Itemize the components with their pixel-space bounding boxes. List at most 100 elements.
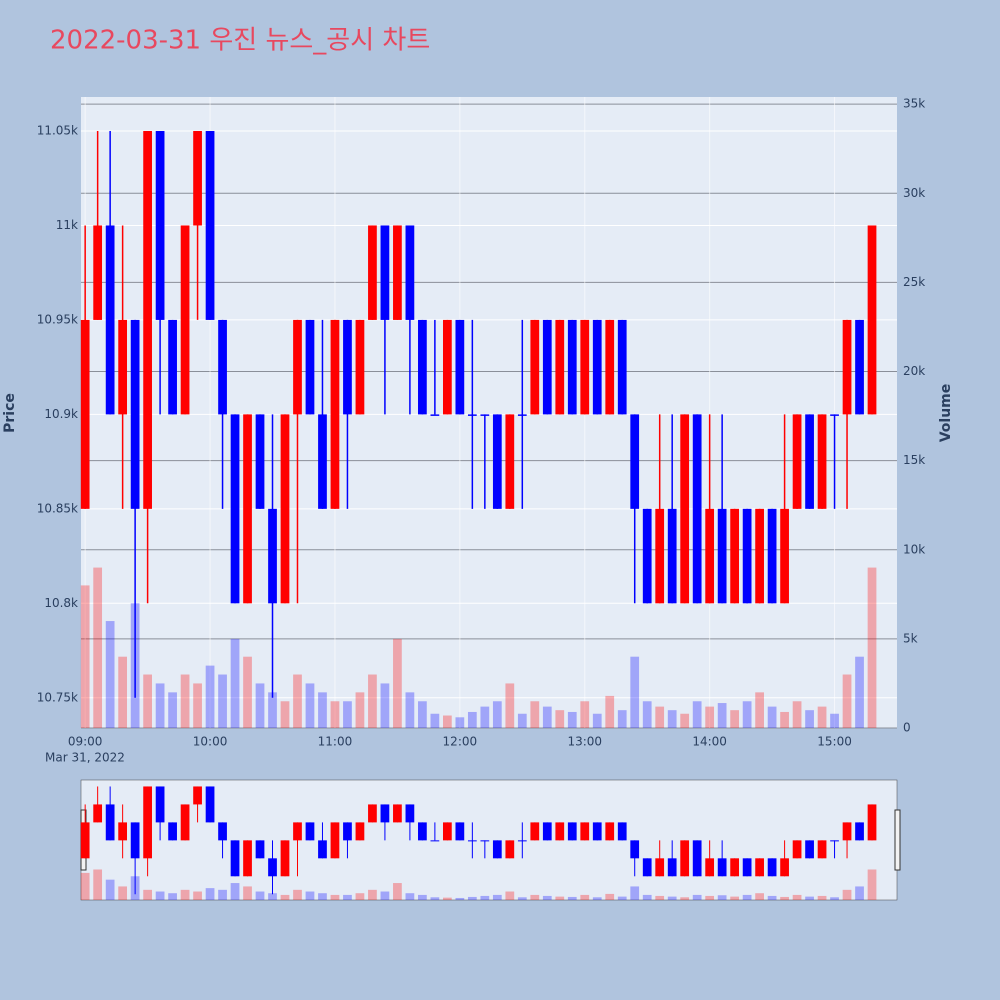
volume-bar bbox=[405, 692, 415, 728]
slider-candle-body bbox=[118, 822, 128, 841]
slider-volume-bar bbox=[180, 889, 190, 900]
slider-volume-bar bbox=[705, 895, 715, 900]
volume-bar bbox=[542, 706, 552, 728]
candle-body bbox=[418, 319, 427, 415]
slider-volume-bar bbox=[580, 894, 590, 900]
volume-bar bbox=[455, 717, 465, 728]
candle-body bbox=[255, 414, 265, 509]
candle-body bbox=[842, 319, 852, 415]
volume-bar bbox=[867, 567, 877, 728]
slider-candle-body bbox=[243, 840, 252, 877]
slider-volume-bar bbox=[655, 895, 665, 900]
slider-volume-bar bbox=[530, 894, 540, 900]
slider-candle-body bbox=[330, 822, 340, 859]
volume-bar bbox=[268, 692, 277, 728]
volume-bar bbox=[80, 585, 90, 728]
slider-candle-body bbox=[592, 822, 602, 841]
slider-volume-bar bbox=[642, 894, 652, 900]
candle-body bbox=[730, 508, 740, 604]
volume-bar bbox=[143, 674, 152, 728]
slider-candle-body bbox=[180, 804, 190, 841]
slider-volume-bar bbox=[830, 897, 839, 900]
slider-handle-right[interactable] bbox=[894, 809, 901, 871]
y2-tick-label: 5k bbox=[903, 631, 918, 645]
volume-bar bbox=[630, 656, 640, 728]
volume-bar bbox=[742, 701, 752, 728]
y-tick-label: 10.9k bbox=[44, 407, 78, 421]
slider-volume-bar bbox=[780, 896, 789, 900]
volume-bar bbox=[855, 656, 864, 728]
candle-body bbox=[755, 508, 764, 604]
candle-body bbox=[280, 414, 290, 604]
slider-candle-body bbox=[480, 840, 490, 842]
slider-volume-bar bbox=[742, 894, 752, 900]
slider-volume-bar bbox=[155, 891, 165, 900]
slider-candle-body bbox=[805, 840, 814, 859]
volume-bar bbox=[555, 710, 565, 728]
y2-tick-label: 10k bbox=[903, 542, 925, 556]
candle-body bbox=[80, 319, 90, 509]
volume-bar bbox=[293, 674, 302, 728]
candle-body bbox=[393, 225, 402, 320]
candle-body bbox=[230, 414, 240, 604]
slider-candle-body bbox=[193, 786, 202, 805]
slider-volume-bar bbox=[442, 897, 452, 900]
slider-candle-body bbox=[555, 822, 565, 841]
slider-volume-bar bbox=[393, 883, 402, 900]
x-tick-label: 14:00 bbox=[692, 735, 727, 749]
y-tick-label: 10.75k bbox=[37, 690, 78, 704]
volume-bar bbox=[180, 674, 190, 728]
volume-bar bbox=[355, 692, 365, 728]
volume-bar bbox=[805, 710, 814, 728]
slider-volume-bar bbox=[430, 897, 440, 900]
slider-volume-bar bbox=[455, 897, 465, 900]
slider-volume-bar bbox=[380, 891, 390, 900]
volume-bar bbox=[705, 706, 715, 728]
slider-volume-bar bbox=[205, 888, 215, 900]
slider-candle-body bbox=[255, 840, 265, 859]
slider-candle-body bbox=[143, 786, 152, 859]
slider-volume-bar bbox=[755, 893, 764, 900]
candle-body bbox=[530, 319, 540, 415]
slider-candle-body bbox=[393, 804, 402, 823]
slider-candle-body bbox=[530, 822, 540, 841]
slider-candle-body bbox=[755, 858, 764, 877]
slider-candle-body bbox=[730, 858, 740, 877]
slider-volume-bar bbox=[218, 889, 227, 900]
candle-body bbox=[318, 414, 327, 509]
volume-bar bbox=[430, 713, 440, 728]
volume-bar bbox=[842, 674, 852, 728]
candle-body bbox=[355, 319, 365, 415]
volume-bar bbox=[168, 692, 177, 728]
volume-bar bbox=[305, 683, 315, 728]
slider-volume-bar bbox=[480, 895, 490, 900]
slider-candle-body bbox=[617, 822, 627, 841]
candle-body bbox=[717, 508, 727, 604]
volume-bar bbox=[567, 711, 577, 728]
slider-volume-bar bbox=[418, 894, 427, 900]
slider-volume-bar bbox=[355, 893, 365, 900]
slider-candle-body bbox=[155, 786, 165, 823]
volume-bar bbox=[243, 656, 252, 728]
slider-volume-bar bbox=[305, 891, 315, 900]
volume-bar bbox=[505, 683, 515, 728]
range-slider[interactable] bbox=[80, 779, 898, 901]
volume-bar bbox=[642, 701, 652, 728]
slider-candle-body bbox=[817, 840, 827, 859]
volume-bar bbox=[755, 692, 764, 728]
y2-tick-label: 15k bbox=[903, 453, 925, 467]
slider-volume-bar bbox=[143, 889, 152, 900]
slider-candle-body bbox=[492, 840, 502, 859]
slider-volume-bar bbox=[517, 897, 527, 900]
slider-candle-body bbox=[780, 858, 789, 877]
candle-body bbox=[642, 508, 652, 604]
candle-body bbox=[405, 225, 415, 320]
candle-body bbox=[855, 319, 864, 415]
candle-body bbox=[305, 319, 315, 415]
volume-bar bbox=[680, 713, 690, 728]
candle-body bbox=[168, 319, 177, 415]
slider-candle-body bbox=[642, 858, 652, 877]
volume-bar bbox=[318, 692, 327, 728]
candle-body bbox=[380, 225, 390, 320]
